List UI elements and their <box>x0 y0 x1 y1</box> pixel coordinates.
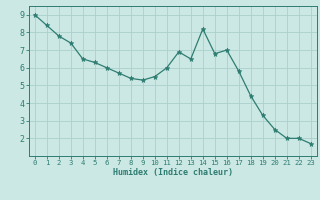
X-axis label: Humidex (Indice chaleur): Humidex (Indice chaleur) <box>113 168 233 177</box>
